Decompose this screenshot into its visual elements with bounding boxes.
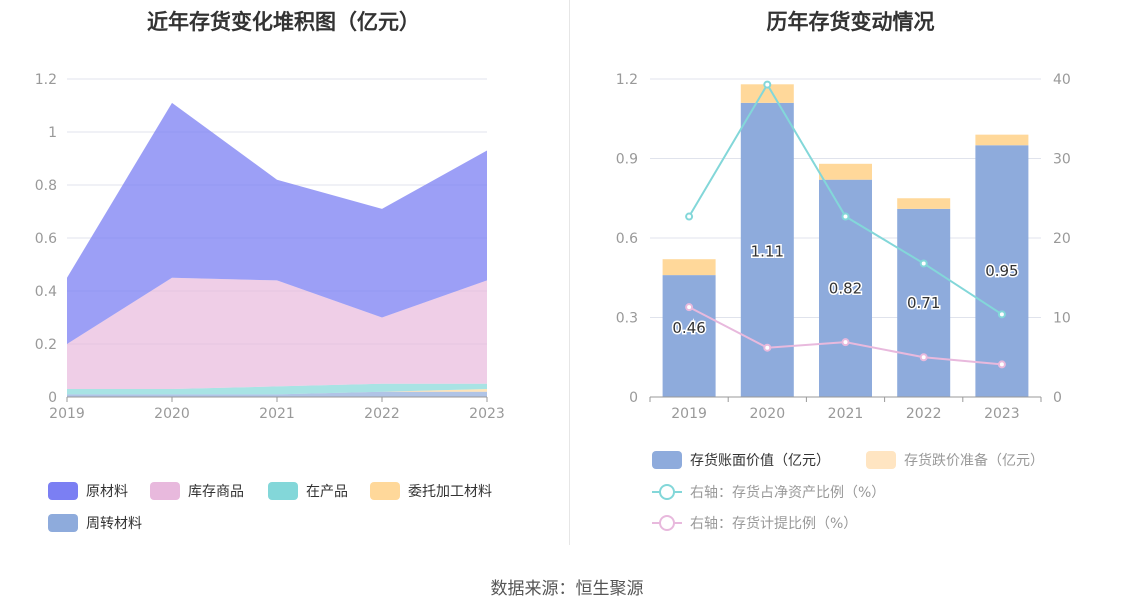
y-tick-label: 0 xyxy=(48,390,57,406)
y-tick-label: 0.6 xyxy=(35,231,57,247)
legend-label: 委托加工材料 xyxy=(408,484,492,500)
bar-impairment xyxy=(819,163,872,180)
bar-book-value xyxy=(975,145,1029,397)
y-tick-label: 0.9 xyxy=(616,152,638,168)
area-series xyxy=(67,389,487,395)
x-tick-label: 2021 xyxy=(259,406,295,422)
legend-label: 存货账面价值（亿元） xyxy=(690,453,830,469)
left-chart-title: 近年存货变化堆积图（亿元） xyxy=(147,10,420,34)
chart-divider xyxy=(569,0,570,545)
area-series xyxy=(67,102,487,344)
line-point xyxy=(841,338,850,347)
legend-label: 库存商品 xyxy=(188,484,244,500)
legend-label: 右轴：存货计提比例（%） xyxy=(690,516,858,532)
left-area-chart: 0 0.2 0.4 0.6 0.8 1 1.2 2019 2020 2021 2022 2023 xyxy=(35,72,505,422)
y2-tick-label: 10 xyxy=(1053,311,1071,327)
x-tick-label: 2020 xyxy=(749,406,785,422)
y-tick-label: 0.2 xyxy=(35,337,57,353)
x-tick-label: 2019 xyxy=(671,406,707,422)
legend-line-swatch xyxy=(652,514,682,532)
area-series xyxy=(67,277,487,390)
bar-book-value xyxy=(897,208,951,397)
y2-tick-label: 40 xyxy=(1053,72,1071,88)
right-bar-line-chart: 0 0.3 0.6 0.9 1.2 0 10 20 30 40 2019 2020 2021 2022 20… xyxy=(616,72,1071,422)
line-point xyxy=(763,80,772,89)
line-point xyxy=(919,353,928,362)
bar-impairment xyxy=(662,259,716,276)
legend-item-consigned-materials[interactable]: 委托加工材料 xyxy=(370,481,492,501)
y-tick-label: 0.4 xyxy=(35,284,57,300)
legend-label: 右轴：存货占净资产比例（%） xyxy=(690,485,886,501)
bar-data-label: 0.95 xyxy=(985,262,1018,280)
legend-line-swatch xyxy=(652,483,682,501)
area-series xyxy=(67,383,487,395)
bar-data-label: 1.11 xyxy=(751,242,784,260)
line-point xyxy=(763,343,772,352)
y2-tick-label: 0 xyxy=(1053,390,1062,406)
legend-label: 原材料 xyxy=(86,484,128,500)
legend-swatch xyxy=(150,482,180,500)
y-tick-label: 0.3 xyxy=(616,311,638,327)
legend-swatch xyxy=(48,514,78,532)
legend-item-impairment[interactable]: 存货跌价准备（亿元） xyxy=(866,450,1044,470)
bar-data-label: 0.46 xyxy=(672,319,705,337)
right-chart-title: 历年存货变动情况 xyxy=(766,10,935,34)
x-tick-label: 2021 xyxy=(828,406,864,422)
legend-swatch xyxy=(268,482,298,500)
y2-tick-label: 30 xyxy=(1053,152,1071,168)
bar-data-label: 0.71 xyxy=(907,294,940,312)
legend-label: 存货跌价准备（亿元） xyxy=(904,453,1044,469)
x-tick-label: 2022 xyxy=(906,406,942,422)
legend-item-book-value[interactable]: 存货账面价值（亿元） xyxy=(652,450,830,470)
line-point xyxy=(685,212,694,221)
legend-item-raw-materials[interactable]: 原材料 xyxy=(48,481,128,501)
y-tick-label: 0.8 xyxy=(35,178,57,194)
bar-data-label: 0.82 xyxy=(829,279,862,297)
data-source-note: 数据来源：恒生聚源 xyxy=(490,579,644,599)
x-tick-label: 2019 xyxy=(49,406,85,422)
legend-swatch xyxy=(652,451,682,469)
legend-item-wip[interactable]: 在产品 xyxy=(268,481,348,501)
legend-item-provision-ratio[interactable]: 右轴：存货计提比例（%） xyxy=(652,513,857,533)
line-point xyxy=(997,360,1006,369)
x-tick-label: 2022 xyxy=(364,406,400,422)
legend-item-finished-goods[interactable]: 库存商品 xyxy=(150,481,244,501)
line-point xyxy=(841,212,850,221)
x-tick-label: 2020 xyxy=(154,406,190,422)
y-tick-label: 1 xyxy=(48,125,57,141)
y-tick-label: 1.2 xyxy=(35,72,57,88)
line-point xyxy=(685,303,694,312)
legend-item-net-asset-ratio[interactable]: 右轴：存货占净资产比例（%） xyxy=(652,482,885,502)
x-tick-label: 2023 xyxy=(469,406,505,422)
y-tick-label: 0.6 xyxy=(616,231,638,247)
y-tick-label: 1.2 xyxy=(616,72,638,88)
bar-book-value xyxy=(662,275,716,397)
legend-label: 在产品 xyxy=(306,484,348,500)
legend-label: 周转材料 xyxy=(86,516,142,532)
x-tick-label: 2023 xyxy=(984,406,1020,422)
legend-swatch xyxy=(866,451,896,469)
bar-impairment xyxy=(975,134,1029,146)
bar-impairment xyxy=(740,84,794,103)
legend-swatch xyxy=(370,482,400,500)
y2-tick-label: 20 xyxy=(1053,231,1071,247)
legend-swatch xyxy=(48,482,78,500)
line-point xyxy=(919,259,928,268)
legend-item-turnover-materials[interactable]: 周转材料 xyxy=(48,513,142,533)
y-tick-label: 0 xyxy=(629,390,638,406)
bar-impairment xyxy=(897,198,951,209)
line-point xyxy=(997,310,1006,319)
